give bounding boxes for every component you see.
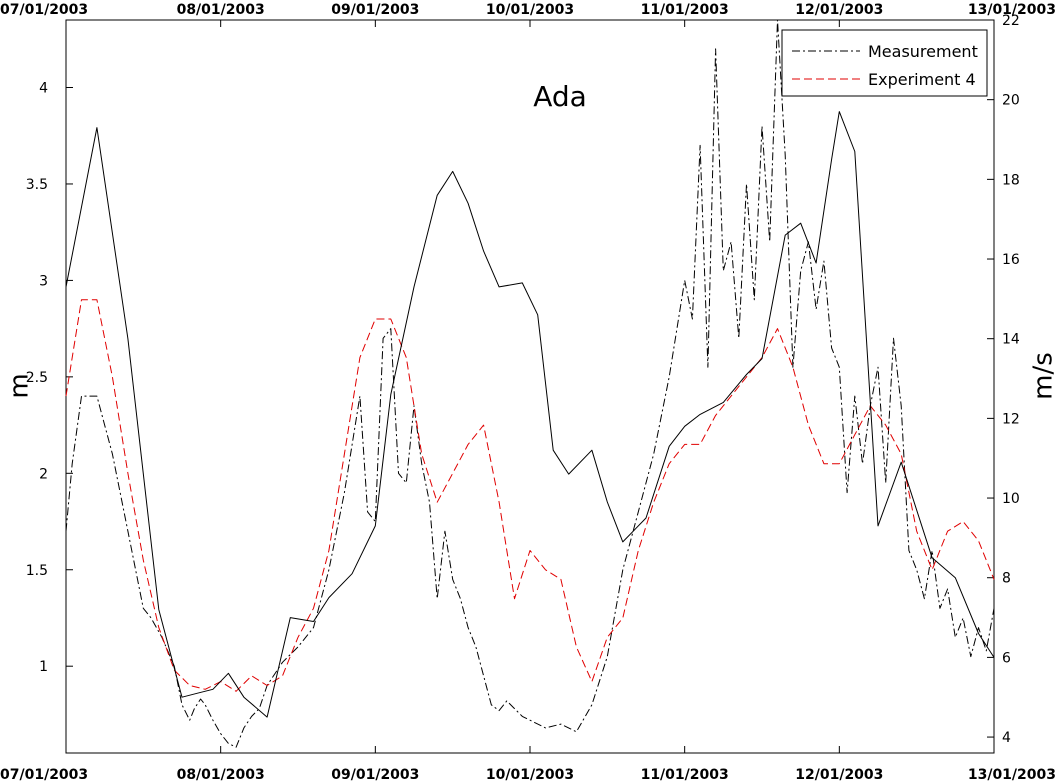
x-tick-label-top: 10/01/2003 [486, 2, 574, 18]
x-tick-label-bottom: 11/01/2003 [641, 767, 729, 782]
y-left-tick-label: 3 [39, 273, 48, 289]
y-right-tick-label: 22 [1002, 13, 1020, 29]
x-tick-label-top: 11/01/2003 [641, 2, 729, 18]
x-tick-label-top: 13/01/2003 [968, 2, 1056, 18]
y-right-tick-label: 16 [1002, 252, 1020, 268]
x-tick-label-top: 07/01/2003 [0, 2, 88, 18]
x-tick-label-bottom: 07/01/2003 [0, 767, 88, 782]
series-layer [65, 19, 995, 748]
wind-speed-series-line [65, 111, 995, 718]
y-axis-right-label: m/s [1029, 352, 1058, 400]
legend-box [781, 29, 988, 97]
y-right-tick-label: 4 [1002, 730, 1011, 746]
x-tick-label-top: 08/01/2003 [177, 2, 265, 18]
plot-frame [65, 19, 995, 754]
x-tick-label-bottom: 10/01/2003 [486, 767, 574, 782]
x-tick-label-bottom: 08/01/2003 [177, 767, 265, 782]
x-tick-label-bottom: 09/01/2003 [331, 767, 419, 782]
y-left-tick-label: 4 [39, 81, 48, 97]
y-left-tick-label: 1.5 [26, 563, 48, 579]
legend-label-measurement: Measurement [868, 42, 978, 61]
y-right-tick-label: 10 [1002, 491, 1020, 507]
legend-label-experiment: Experiment 4 [868, 70, 976, 89]
y-left-tick-label: 2 [39, 466, 48, 482]
y-right-tick-label: 14 [1002, 332, 1020, 348]
y-right-tick-label: 12 [1002, 411, 1020, 427]
x-tick-label-top: 09/01/2003 [331, 2, 419, 18]
y-right-tick-label: 18 [1002, 172, 1020, 188]
y-right-tick-label: 6 [1002, 650, 1011, 666]
x-tick-label-bottom: 12/01/2003 [795, 767, 883, 782]
x-tick-label-bottom: 13/01/2003 [968, 767, 1056, 782]
y-right-tick-label: 20 [1002, 93, 1020, 109]
y-left-tick-label: 2.5 [26, 370, 48, 386]
y-axis-left-label: m [5, 373, 35, 398]
x-tick-label-top: 12/01/2003 [795, 2, 883, 18]
legend: Measurement Experiment 4 [781, 29, 988, 97]
measurement-series-line [65, 19, 995, 748]
chart-title: Ada [533, 80, 587, 113]
y-left-tick-label: 1 [39, 659, 48, 675]
y-left-tick-label: 3.5 [26, 177, 48, 193]
y-right-tick-label: 8 [1002, 571, 1011, 587]
